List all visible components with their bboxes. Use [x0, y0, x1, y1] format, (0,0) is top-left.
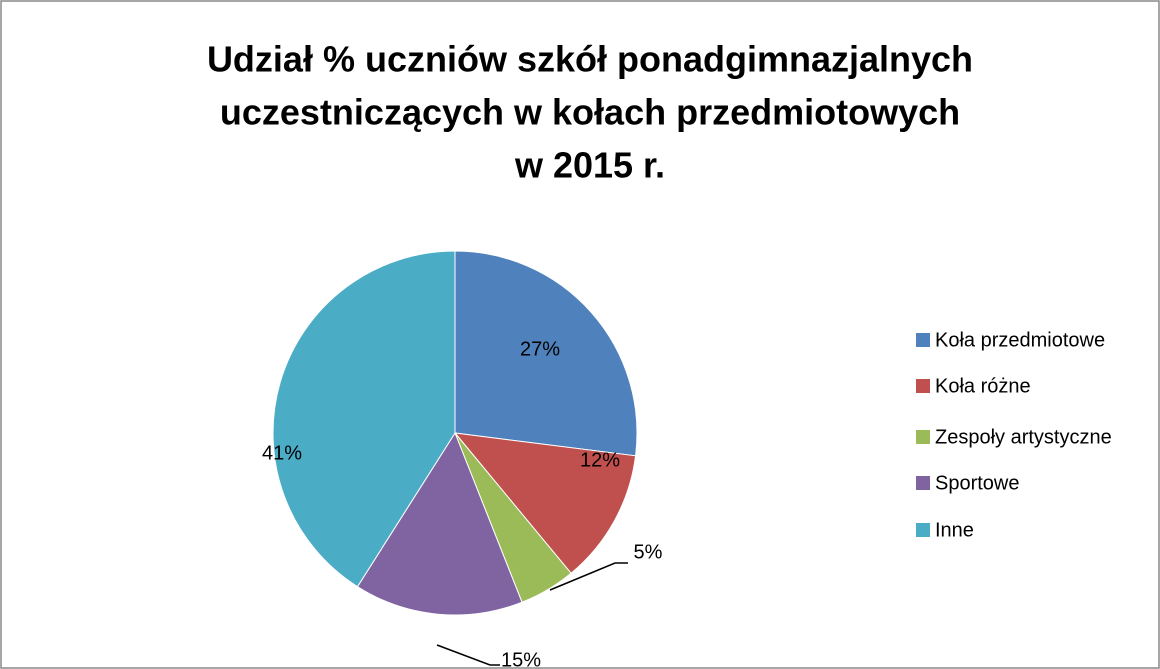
legend-label: Sportowe [935, 472, 1020, 494]
legend-label: Inne [935, 519, 974, 541]
legend-swatch [916, 333, 930, 347]
legend-swatch [916, 523, 930, 537]
data-label: 12% [580, 449, 620, 471]
pie-slice [454, 250, 638, 457]
legend-swatch [916, 476, 930, 490]
legend-swatch [916, 379, 930, 393]
chart-title: Udział % uczniów szkół ponadgimnazjalnyc… [207, 39, 973, 80]
data-label: 41% [262, 442, 302, 464]
legend-label: Koła różne [935, 375, 1031, 397]
leader-line [549, 562, 628, 591]
data-label: 5% [634, 541, 663, 563]
chart-title: w 2015 r. [514, 145, 665, 186]
chart-title: uczestniczących w kołach przedmiotowych [220, 92, 960, 133]
legend-swatch [916, 430, 930, 444]
pie-slice [272, 250, 456, 588]
legend-label: Koła przedmiotowe [935, 329, 1105, 351]
pie-slice [356, 431, 523, 616]
data-label: 27% [520, 338, 560, 360]
leader-line [436, 644, 500, 666]
data-label: 15% [501, 649, 541, 669]
legend-label: Zespoły artystyczne [935, 426, 1112, 448]
pie-slice [453, 432, 637, 574]
